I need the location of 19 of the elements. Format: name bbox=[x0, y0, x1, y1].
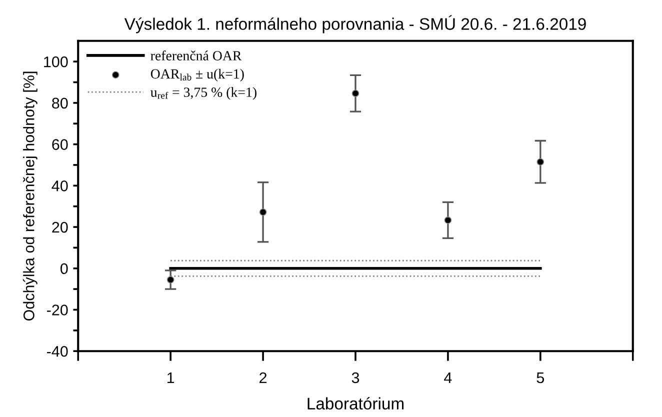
y-axis-title: Odchýlka od referenčnej hodnoty [%] bbox=[22, 72, 38, 321]
x-axis-title: Laboratórium bbox=[308, 397, 404, 410]
x-tick-label: 2 bbox=[260, 372, 267, 384]
chart-title: Výsledok 1. neformálneho porovnania - SMÚ 20.6. - 21.6.2019 bbox=[124, 15, 586, 34]
x-tick-label: 1 bbox=[167, 372, 174, 384]
legend-label: referenčná OAR bbox=[150, 50, 242, 60]
y-tick-label: 80 bbox=[52, 98, 68, 109]
y-tick-label: 100 bbox=[44, 56, 68, 68]
x-tick-label: 4 bbox=[444, 372, 452, 384]
x-tick-label: 3 bbox=[352, 372, 360, 384]
y-tick-label: 40 bbox=[52, 180, 68, 192]
y-tick-label: 20 bbox=[52, 222, 68, 233]
y-tick-label: -40 bbox=[46, 346, 68, 357]
y-tick-label: 0 bbox=[60, 263, 68, 274]
legend-label: OAR$_{lab}$ ± u(k=1) bbox=[150, 68, 244, 82]
y-tick-label: 60 bbox=[52, 139, 68, 150]
x-tick-label: 5 bbox=[536, 372, 544, 384]
legend-label: u$_{ref}$ = 3,75 % (k=1) bbox=[150, 87, 256, 100]
y-tick-label: -20 bbox=[46, 304, 68, 316]
